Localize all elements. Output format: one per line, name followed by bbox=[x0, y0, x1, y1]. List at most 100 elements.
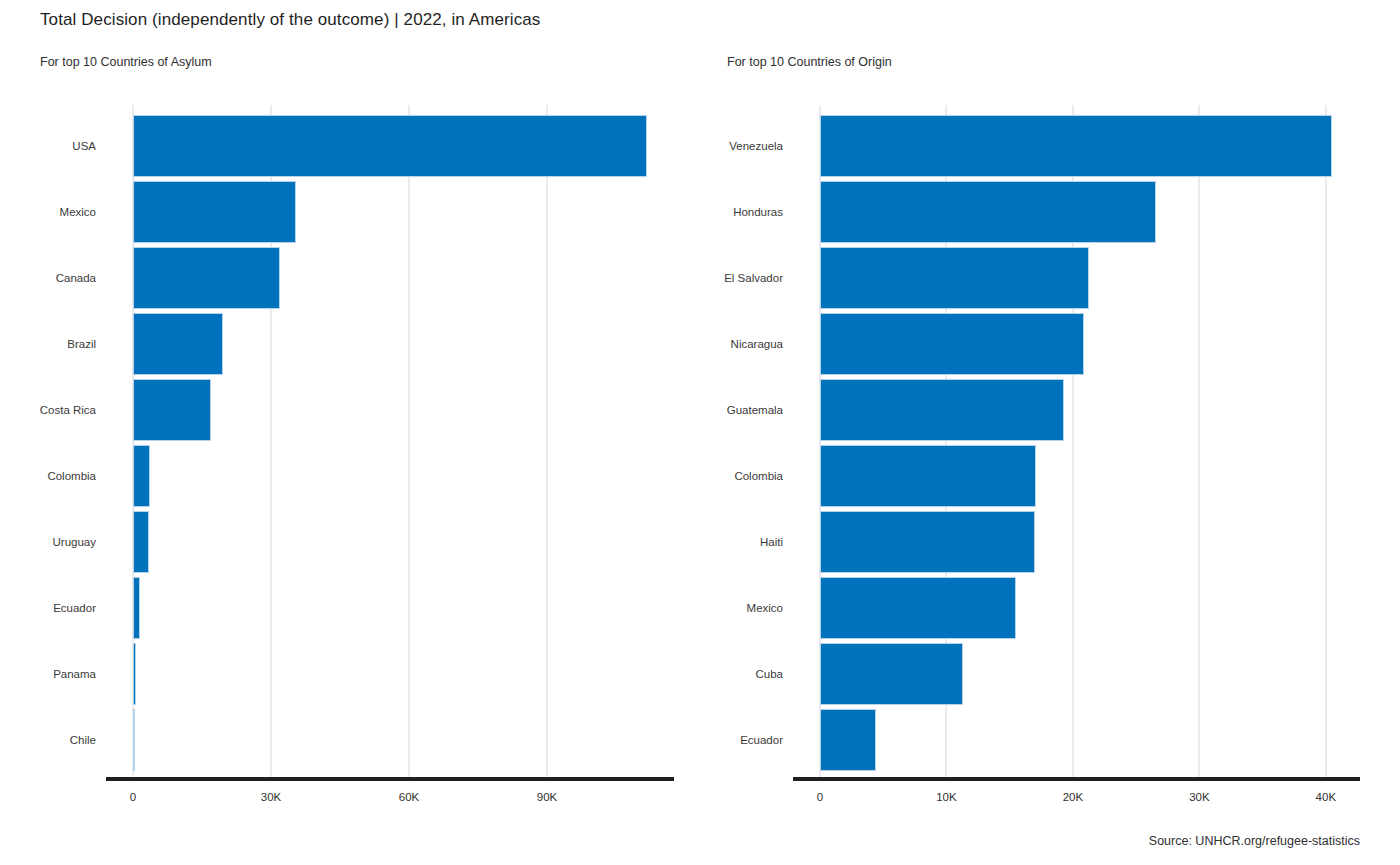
category-label: Uruguay bbox=[0, 536, 133, 548]
x-tick-label: 40K bbox=[1316, 791, 1336, 803]
x-tick-label: 30K bbox=[261, 791, 281, 803]
x-axis-line bbox=[793, 777, 1360, 781]
bar-row: Cuba bbox=[687, 641, 1360, 707]
bar-rows: Venezuela Honduras El Salvador Nicaragua Gua… bbox=[687, 113, 1360, 773]
bar-panama bbox=[133, 643, 136, 705]
bar-row: Honduras bbox=[687, 179, 1360, 245]
category-label: Guatemala bbox=[687, 404, 820, 416]
category-label: Ecuador bbox=[687, 734, 820, 746]
bar-track bbox=[133, 445, 674, 507]
category-label: Honduras bbox=[687, 206, 820, 218]
category-label: Canada bbox=[0, 272, 133, 284]
bar-colombia bbox=[133, 445, 150, 507]
category-label: Mexico bbox=[687, 602, 820, 614]
bar-row: Chile bbox=[0, 707, 674, 773]
bar-track bbox=[820, 247, 1360, 309]
category-label: Nicaragua bbox=[687, 338, 820, 350]
bar-row: Guatemala bbox=[687, 377, 1360, 443]
bar-row: USA bbox=[0, 113, 674, 179]
x-tick-label: 20K bbox=[1063, 791, 1083, 803]
bar-row: Mexico bbox=[687, 575, 1360, 641]
x-axis-ticks: 0 10K 20K 30K 40K bbox=[820, 791, 1360, 809]
bar-row: Colombia bbox=[687, 443, 1360, 509]
bar-row: Brazil bbox=[0, 311, 674, 377]
plot-area: Venezuela Honduras El Salvador Nicaragua Gua… bbox=[687, 105, 1360, 825]
bar-row: Venezuela bbox=[687, 113, 1360, 179]
category-label: Panama bbox=[0, 668, 133, 680]
plot-area: USA Mexico Canada Brazil Costa Rica Colombia U… bbox=[0, 105, 674, 825]
x-tick-label: 30K bbox=[1189, 791, 1209, 803]
category-label: Haiti bbox=[687, 536, 820, 548]
category-label: USA bbox=[0, 140, 133, 152]
bar-rows: USA Mexico Canada Brazil Costa Rica Colombia U… bbox=[0, 113, 674, 773]
bar-row: Colombia bbox=[0, 443, 674, 509]
chart-page: Total Decision (independently of the out… bbox=[0, 0, 1400, 865]
category-label: Chile bbox=[0, 734, 133, 746]
bar-track bbox=[133, 115, 674, 177]
bar-track bbox=[133, 247, 674, 309]
category-label: Brazil bbox=[0, 338, 133, 350]
x-tick-label: 10K bbox=[936, 791, 956, 803]
bar-guatemala bbox=[820, 379, 1064, 441]
bar-colombia bbox=[820, 445, 1036, 507]
bar-row: Uruguay bbox=[0, 509, 674, 575]
chart-subtitle-origin: For top 10 Countries of Origin bbox=[727, 55, 892, 69]
bar-mexico bbox=[820, 577, 1016, 639]
category-label: El Salvador bbox=[687, 272, 820, 284]
category-label: Venezuela bbox=[687, 140, 820, 152]
bar-track bbox=[820, 709, 1360, 771]
chart-panel-asylum: For top 10 Countries of Asylum USA Mexico… bbox=[0, 50, 674, 830]
category-label: Mexico bbox=[0, 206, 133, 218]
bar-track bbox=[820, 511, 1360, 573]
bar-row: Ecuador bbox=[687, 707, 1360, 773]
category-label: Costa Rica bbox=[0, 404, 133, 416]
bar-row: El Salvador bbox=[687, 245, 1360, 311]
x-axis-ticks: 0 30K 60K 90K bbox=[133, 791, 674, 809]
bar-haiti bbox=[820, 511, 1035, 573]
bar-track bbox=[820, 643, 1360, 705]
x-tick-label: 0 bbox=[817, 791, 823, 803]
bar-row: Panama bbox=[0, 641, 674, 707]
bar-costa-rica bbox=[133, 379, 211, 441]
chart-panel-origin: For top 10 Countries of Origin Venezuela… bbox=[687, 50, 1360, 830]
bar-track bbox=[820, 115, 1360, 177]
bar-track bbox=[820, 577, 1360, 639]
x-axis-line bbox=[106, 777, 674, 781]
bar-chile bbox=[133, 709, 135, 771]
x-tick-label: 60K bbox=[399, 791, 419, 803]
bar-cuba bbox=[820, 643, 963, 705]
chart-subtitle-asylum: For top 10 Countries of Asylum bbox=[40, 55, 212, 69]
bar-row: Mexico bbox=[0, 179, 674, 245]
x-tick-label: 90K bbox=[537, 791, 557, 803]
bar-track bbox=[133, 577, 674, 639]
x-tick-label: 0 bbox=[130, 791, 136, 803]
bar-track bbox=[133, 313, 674, 375]
bar-track bbox=[133, 181, 674, 243]
bar-row: Costa Rica bbox=[0, 377, 674, 443]
bar-ecuador bbox=[820, 709, 876, 771]
bar-nicaragua bbox=[820, 313, 1084, 375]
category-label: Colombia bbox=[687, 470, 820, 482]
category-label: Colombia bbox=[0, 470, 133, 482]
bar-track bbox=[133, 643, 674, 705]
bar-ecuador bbox=[133, 577, 140, 639]
bar-canada bbox=[133, 247, 280, 309]
bar-venezuela bbox=[820, 115, 1332, 177]
bar-mexico bbox=[133, 181, 296, 243]
bar-track bbox=[133, 709, 674, 771]
bar-row: Nicaragua bbox=[687, 311, 1360, 377]
bar-brazil bbox=[133, 313, 223, 375]
bar-track bbox=[820, 313, 1360, 375]
bar-track bbox=[820, 445, 1360, 507]
category-label: Ecuador bbox=[0, 602, 133, 614]
bar-row: Ecuador bbox=[0, 575, 674, 641]
source-note: Source: UNHCR.org/refugee-statistics bbox=[1149, 834, 1360, 848]
category-label: Cuba bbox=[687, 668, 820, 680]
bar-track bbox=[820, 379, 1360, 441]
page-title: Total Decision (independently of the out… bbox=[40, 10, 540, 30]
bar-track bbox=[133, 511, 674, 573]
bar-usa bbox=[133, 115, 647, 177]
bar-track bbox=[133, 379, 674, 441]
bar-honduras bbox=[820, 181, 1156, 243]
bar-row: Canada bbox=[0, 245, 674, 311]
